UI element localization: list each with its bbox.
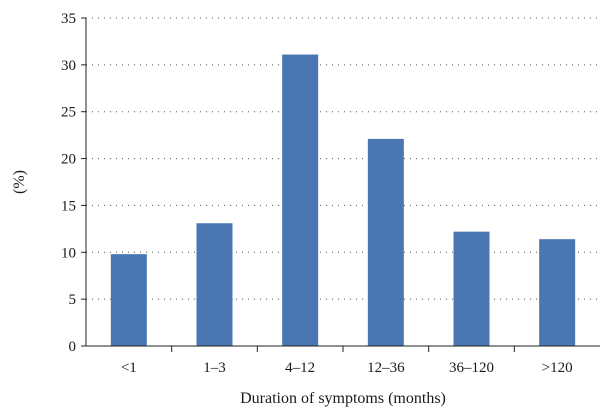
y-tick-label: 0 bbox=[69, 339, 77, 355]
x-tick-label: 1–3 bbox=[203, 360, 226, 376]
x-tick-label: >120 bbox=[542, 360, 573, 376]
bar bbox=[367, 138, 404, 346]
gridlines bbox=[86, 17, 600, 300]
bar bbox=[110, 254, 147, 346]
y-tick-label: 10 bbox=[61, 245, 76, 261]
x-tick-labels: <1 1–3 4–12 12–36 36–120 >120 bbox=[121, 360, 573, 376]
y-axis-title: (%) bbox=[11, 170, 28, 194]
axes bbox=[81, 17, 600, 352]
y-tick-label: 15 bbox=[61, 198, 76, 214]
y-tick-label: 5 bbox=[69, 292, 77, 308]
y-tick-label: 20 bbox=[61, 152, 76, 168]
y-tick-label: 30 bbox=[61, 58, 76, 74]
bar bbox=[282, 54, 319, 346]
x-tick-label: 36–120 bbox=[449, 360, 494, 376]
bar bbox=[196, 223, 233, 346]
y-tick-labels: 0 5 10 15 20 25 30 35 bbox=[61, 11, 76, 355]
bars bbox=[110, 54, 576, 346]
bar bbox=[539, 239, 576, 346]
x-tick-label: <1 bbox=[121, 360, 137, 376]
x-tick-label: 4–12 bbox=[285, 360, 315, 376]
x-axis-title: Duration of symptoms (months) bbox=[240, 390, 446, 407]
y-tick-label: 25 bbox=[61, 105, 76, 121]
bar bbox=[453, 231, 490, 346]
y-tick-label: 35 bbox=[61, 11, 76, 27]
x-tick-label: 12–36 bbox=[367, 360, 405, 376]
